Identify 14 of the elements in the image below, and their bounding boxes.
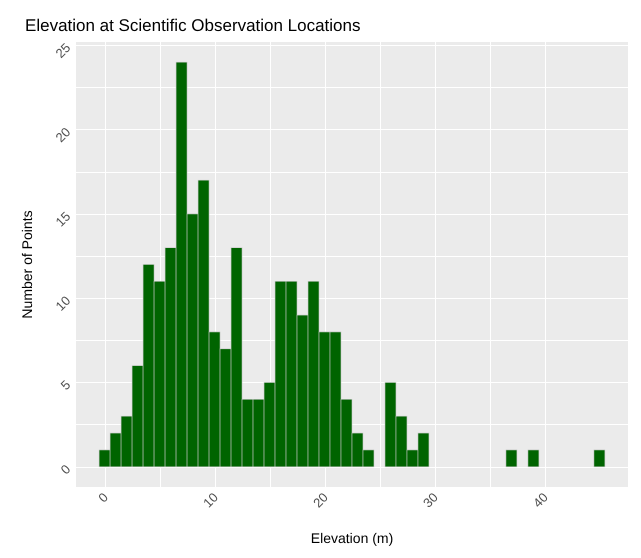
y-tick-label: 25 — [52, 40, 74, 61]
x-tick-label: 40 — [530, 490, 551, 511]
y-tick-label: 5 — [58, 377, 74, 393]
y-tick-label: 0 — [58, 461, 74, 478]
x-tick-label: 0 — [95, 490, 111, 506]
y-tick-label: 15 — [52, 208, 74, 230]
y-tick-label: 20 — [52, 124, 74, 146]
y-tick-label: 10 — [52, 292, 74, 314]
chart-title: Elevation at Scientific Observation Locations — [25, 16, 360, 35]
x-tick-label: 10 — [200, 490, 221, 511]
x-tick-label: 30 — [420, 490, 441, 511]
y-axis-title: Number of Points — [19, 210, 35, 319]
x-tick-label: 20 — [310, 490, 331, 511]
x-axis-title: Elevation (m) — [310, 530, 394, 546]
